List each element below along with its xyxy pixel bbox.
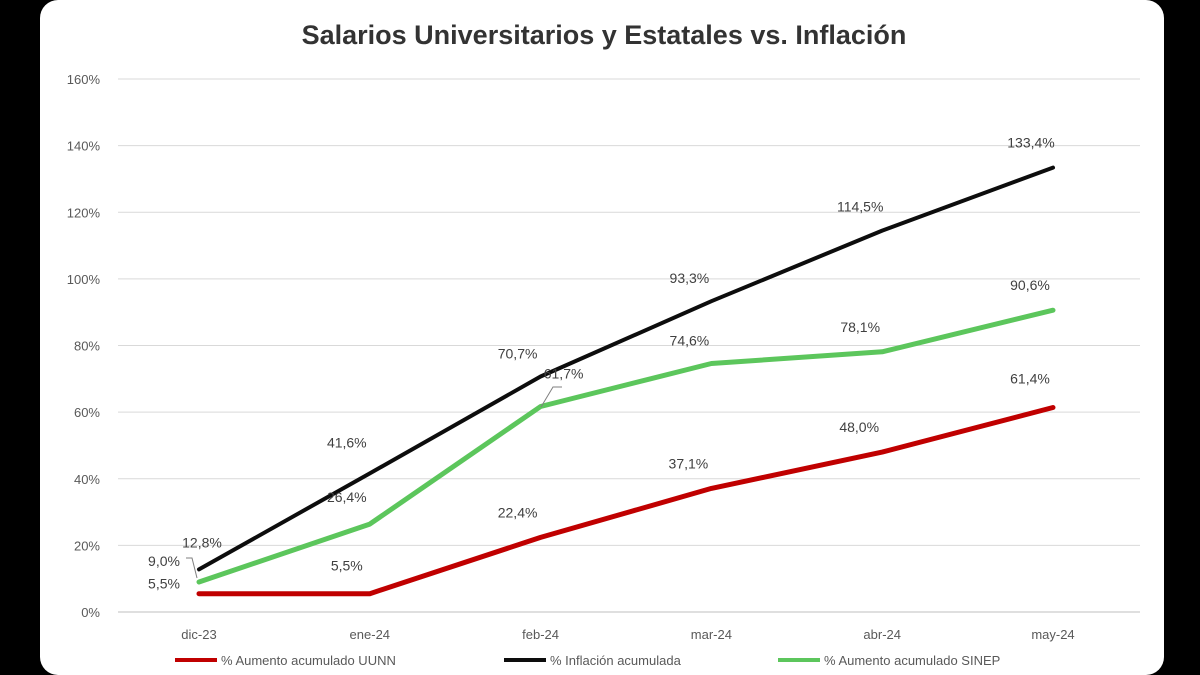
series-line-0 xyxy=(196,405,1056,597)
chart-title: Salarios Universitarios y Estatales vs. … xyxy=(302,20,907,50)
data-label: 5,5% xyxy=(148,576,180,592)
chart-card xyxy=(40,0,1164,675)
y-tick-label: 120% xyxy=(67,205,101,220)
y-tick-label: 40% xyxy=(74,472,100,487)
series-line-1 xyxy=(197,165,1055,572)
y-tick-label: 80% xyxy=(74,339,100,354)
x-tick-label: abr-24 xyxy=(863,627,901,642)
gridlines xyxy=(118,78,1140,613)
y-tick-label: 100% xyxy=(67,272,101,287)
leader-line xyxy=(186,557,198,579)
data-label: 90,6% xyxy=(1010,277,1050,293)
series-line-2 xyxy=(196,307,1056,585)
data-label: 78,1% xyxy=(840,319,880,335)
y-tick-label: 160% xyxy=(67,72,101,87)
data-label: 9,0% xyxy=(148,553,180,569)
data-label: 26,4% xyxy=(327,489,367,505)
y-tick-label: 0% xyxy=(81,605,100,620)
y-axis-ticks: 0% 20% 40% 60% 80% 100% 120% 140% 160% xyxy=(67,72,101,620)
data-label: 5,5% xyxy=(331,558,363,574)
data-label: 48,0% xyxy=(839,419,879,435)
series-lines xyxy=(196,165,1056,597)
x-tick-label: mar-24 xyxy=(691,627,732,642)
y-tick-label: 20% xyxy=(74,538,100,553)
data-labels: 5,5% 5,5% 22,4% 37,1% 48,0% 61,4% 12,8% 41,6% 70… xyxy=(148,135,1055,592)
legend-label: % Inflación acumulada xyxy=(550,653,682,668)
y-tick-label: 60% xyxy=(74,405,100,420)
legend-label: % Aumento acumulado UUNN xyxy=(221,653,396,668)
x-tick-label: feb-24 xyxy=(522,627,559,642)
data-label: 74,6% xyxy=(670,332,710,348)
data-label: 70,7% xyxy=(498,345,538,361)
y-tick-label: 140% xyxy=(67,139,101,154)
leader-line xyxy=(540,386,562,408)
data-label: 61,7% xyxy=(544,365,584,381)
legend: % Aumento acumulado UUNN % Inflación acum… xyxy=(175,653,1000,668)
x-tick-label: dic-23 xyxy=(181,627,216,642)
data-label: 114,5% xyxy=(837,199,883,215)
legend-label: % Aumento acumulado SINEP xyxy=(824,653,1000,668)
data-label: 41,6% xyxy=(327,434,367,450)
x-tick-label: may-24 xyxy=(1031,627,1074,642)
data-label: 133,4% xyxy=(1007,135,1054,151)
x-tick-label: ene-24 xyxy=(350,627,390,642)
x-axis-ticks: dic-23 ene-24 feb-24 mar-24 abr-24 may-24 xyxy=(181,627,1074,642)
data-label: 61,4% xyxy=(1010,370,1050,386)
data-label: 12,8% xyxy=(182,534,222,550)
data-label: 22,4% xyxy=(498,504,538,520)
data-label: 37,1% xyxy=(669,455,709,471)
data-label: 93,3% xyxy=(670,270,710,286)
